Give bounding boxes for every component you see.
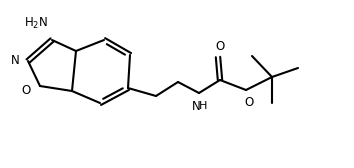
Text: N: N xyxy=(192,99,200,113)
Text: H: H xyxy=(199,101,207,111)
Text: O: O xyxy=(21,83,31,96)
Text: O: O xyxy=(215,39,225,52)
Text: O: O xyxy=(244,96,253,110)
Text: N: N xyxy=(11,54,19,68)
Text: H$_2$N: H$_2$N xyxy=(24,15,48,31)
